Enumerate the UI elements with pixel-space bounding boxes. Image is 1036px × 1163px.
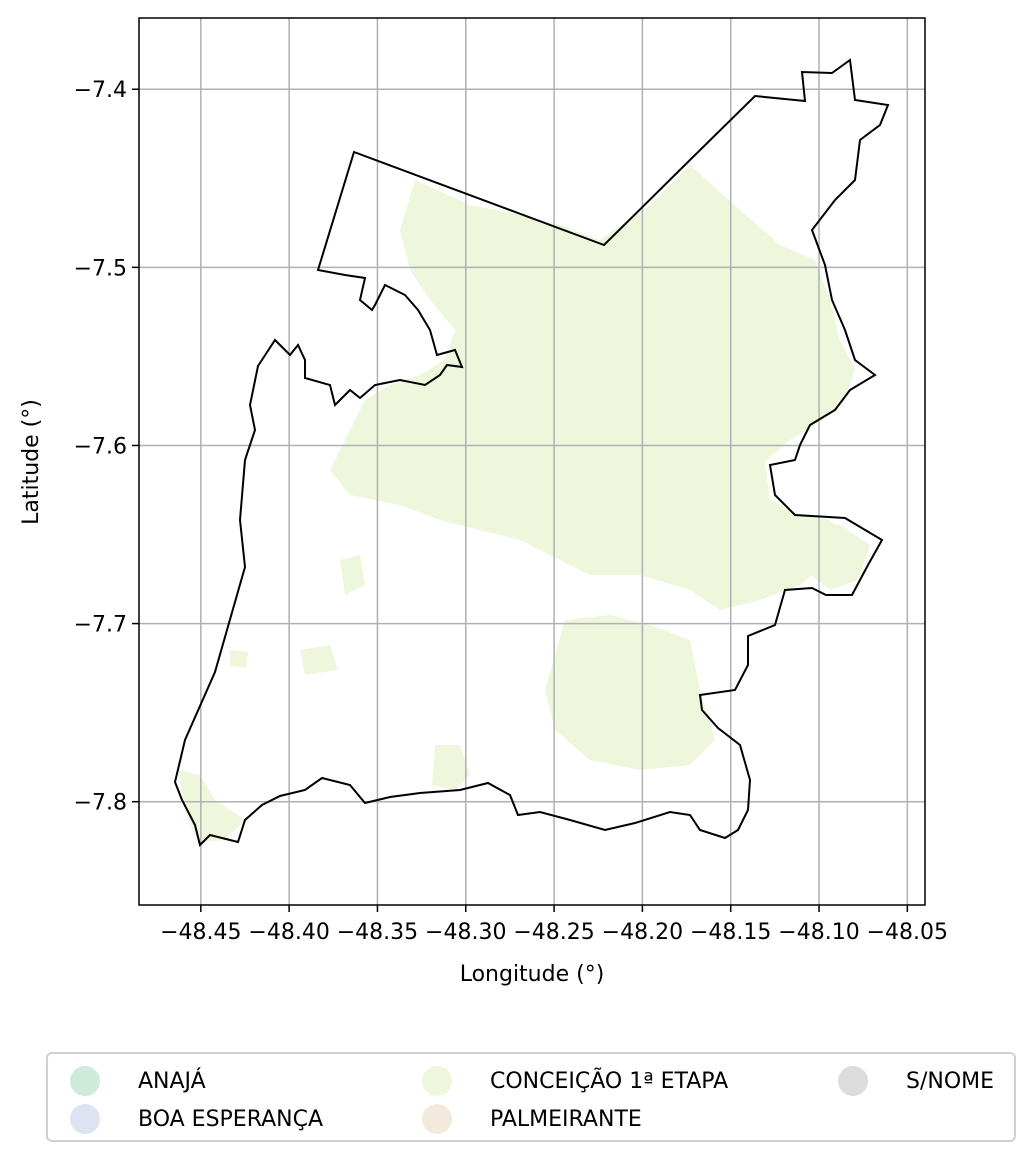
legend-label: S/NOME: [906, 1069, 994, 1094]
y-tick-label: −7.5: [74, 256, 127, 281]
x-tick-label: −48.45: [160, 920, 241, 945]
x-axis-label: Longitude (°): [460, 962, 605, 987]
y-tick-label: −7.8: [74, 791, 127, 816]
y-tick-label: −7.6: [74, 434, 127, 459]
legend-marker-icon: [422, 1066, 452, 1096]
legend-label: BOA ESPERANÇA: [138, 1107, 323, 1132]
legend-item-anaja: ANAJÁ: [70, 1066, 206, 1096]
x-tick-label: −48.35: [337, 920, 418, 945]
legend-item-boa-esperanca: BOA ESPERANÇA: [70, 1104, 323, 1134]
x-tick-label: −48.25: [513, 920, 594, 945]
legend-item-conceicao: CONCEIÇÃO 1ª ETAPA: [422, 1066, 728, 1096]
x-tick-label: −48.15: [690, 920, 771, 945]
legend-label: ANAJÁ: [138, 1069, 206, 1094]
map-legend: ANAJÁ BOA ESPERANÇA CONCEIÇÃO 1ª ETAPA P…: [46, 1052, 1016, 1142]
area-fill-north: [330, 165, 855, 610]
x-tick-label: −48.30: [425, 920, 506, 945]
legend-marker-icon: [70, 1104, 100, 1134]
legend-label: CONCEIÇÃO 1ª ETAPA: [490, 1069, 728, 1094]
x-tick-label: −48.10: [778, 920, 859, 945]
area-fill-fragment-b: [300, 645, 338, 675]
legend-marker-icon: [838, 1066, 868, 1096]
x-tick-label: −48.40: [248, 920, 329, 945]
y-tick-label: −7.7: [74, 613, 127, 638]
area-fill-fragment-c: [230, 650, 248, 668]
area-fill-southwest: [178, 770, 245, 842]
area-fill-layer: [178, 165, 870, 842]
x-tick-label: −48.05: [867, 920, 948, 945]
y-axis-label: Latitude (°): [19, 399, 44, 525]
area-fill-south: [545, 615, 715, 770]
y-tick-label: −7.4: [74, 78, 127, 103]
area-fill-fragment-a: [340, 555, 365, 595]
area-fill-small-south: [432, 745, 470, 790]
legend-item-s-nome: S/NOME: [838, 1066, 994, 1096]
x-tick-label: −48.20: [602, 920, 683, 945]
legend-label: PALMEIRANTE: [490, 1107, 642, 1132]
legend-marker-icon: [422, 1104, 452, 1134]
legend-marker-icon: [70, 1066, 100, 1096]
legend-item-palmeirante: PALMEIRANTE: [422, 1104, 642, 1134]
